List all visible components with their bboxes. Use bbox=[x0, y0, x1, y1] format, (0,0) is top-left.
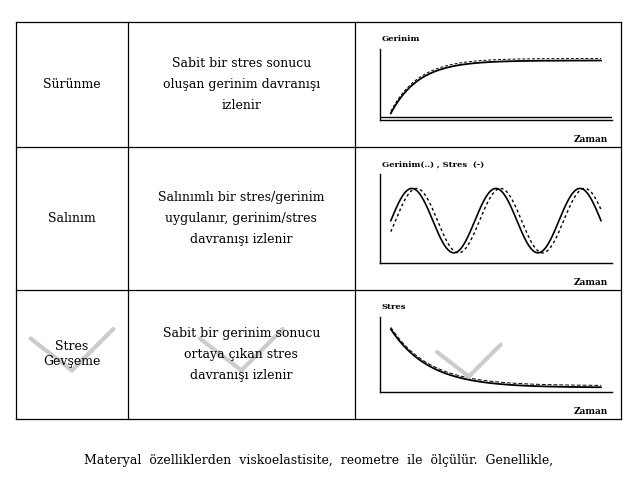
Text: Sabit bir gerinim sonucu
ortaya çıkan stres
davranışı izlenir: Sabit bir gerinim sonucu ortaya çıkan st… bbox=[162, 327, 320, 382]
Text: Stres
Gevşeme: Stres Gevşeme bbox=[43, 341, 101, 368]
Text: Zaman: Zaman bbox=[574, 407, 608, 416]
Text: Stres: Stres bbox=[382, 303, 406, 311]
Text: Gerinim: Gerinim bbox=[382, 35, 420, 43]
Text: Gerinim(..) , Stres  (-): Gerinim(..) , Stres (-) bbox=[382, 160, 483, 168]
Text: Zaman: Zaman bbox=[574, 135, 608, 144]
Text: Salınımlı bir stres/gerinim
uygulanır, gerinim/stres
davranışı izlenir: Salınımlı bir stres/gerinim uygulanır, g… bbox=[158, 191, 325, 246]
Text: Sürünme: Sürünme bbox=[43, 78, 101, 91]
Text: Salınım: Salınım bbox=[48, 212, 96, 225]
Text: Materyal  özelliklerden  viskoelastisite,  reometre  ile  ölçülür.  Genellikle,: Materyal özelliklerden viskoelastisite, … bbox=[84, 454, 553, 467]
Text: Zaman: Zaman bbox=[574, 278, 608, 287]
Text: Sabit bir stres sonucu
oluşan gerinim davranışı
izlenir: Sabit bir stres sonucu oluşan gerinim da… bbox=[162, 57, 320, 112]
